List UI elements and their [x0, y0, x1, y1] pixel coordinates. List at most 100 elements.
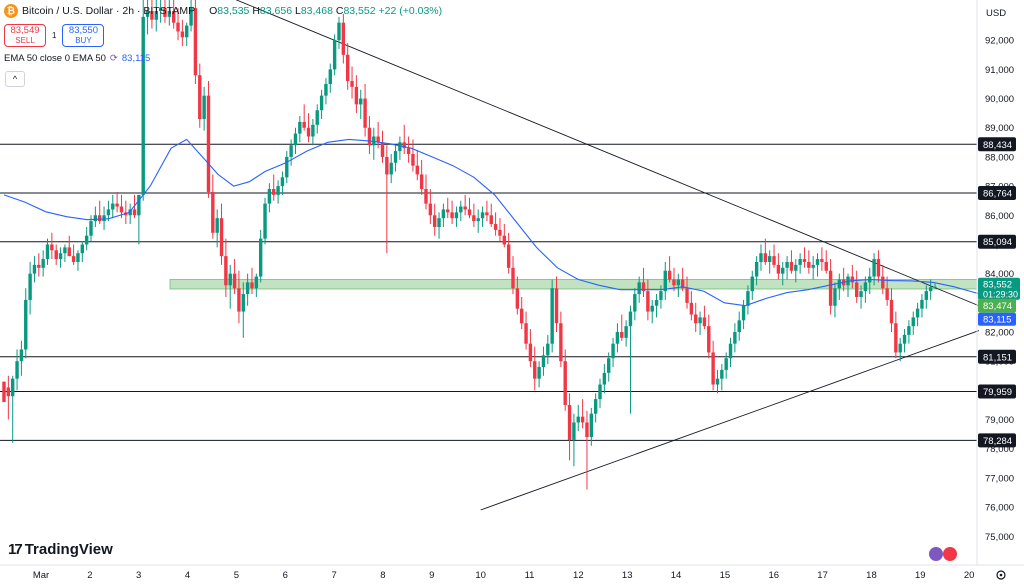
candle [228, 264, 232, 309]
candle [341, 13, 346, 64]
candle-body [102, 215, 106, 222]
candle-body [463, 206, 467, 210]
candle [720, 364, 724, 391]
candle-body [289, 145, 293, 157]
candle-body [698, 317, 702, 324]
candle [802, 247, 807, 268]
candle [454, 206, 459, 227]
current-price-tag[interactable] [978, 277, 1020, 300]
level-price-tag[interactable] [978, 234, 1016, 249]
indicator-legend[interactable]: EMA 50 close 0 EMA 50 ⟳ 83,115 [4, 53, 150, 64]
candle [71, 244, 76, 265]
price-tick-label: 77,000 [985, 473, 1014, 484]
time-tick-label: 19 [915, 570, 926, 581]
candle [794, 259, 798, 283]
candle [289, 139, 293, 166]
indicator-label[interactable]: EMA 50 close 0 EMA 50 [4, 53, 106, 64]
candle-body [311, 124, 315, 137]
ema-price-tag[interactable] [978, 312, 1016, 326]
candle-body [454, 212, 459, 219]
candle-body [63, 247, 67, 254]
candle [689, 291, 694, 321]
candle-body [885, 288, 889, 300]
candle [324, 78, 328, 105]
candle [933, 283, 937, 290]
candle [41, 250, 45, 277]
time-tick-label: 15 [720, 570, 731, 581]
candle [441, 203, 446, 227]
candle [315, 104, 319, 134]
plot-area[interactable] [0, 0, 977, 565]
candle-body [563, 361, 567, 405]
candle [798, 253, 802, 274]
candle [67, 235, 71, 257]
level-price-tag[interactable] [978, 349, 1016, 364]
candle-body [615, 332, 620, 344]
candle [859, 285, 863, 309]
candle-body [350, 81, 354, 87]
candle-body [480, 212, 485, 219]
candle-body [489, 215, 493, 225]
buy-button[interactable]: 83,550 BUY [62, 24, 105, 47]
indicator-settings-icon[interactable]: ⟳ [109, 53, 118, 64]
candle-body [833, 288, 837, 306]
symbol-title[interactable]: Bitcoin / U.S. Dollar · 2h · BITSTAMP [22, 5, 196, 17]
candle-body [224, 256, 228, 286]
candle [833, 282, 837, 318]
collapse-legend-button[interactable]: ^ [5, 71, 25, 87]
candle-body [685, 288, 689, 303]
candle [924, 285, 928, 309]
level-price-tag[interactable] [978, 433, 1016, 448]
trendline-upper[interactable] [232, 0, 980, 307]
candle-body [71, 256, 76, 262]
candle-body [128, 209, 132, 216]
level-price-tag[interactable] [978, 137, 1016, 152]
candle [450, 200, 454, 225]
candle [881, 264, 885, 295]
candle-body [363, 98, 367, 128]
candle-body [546, 343, 550, 356]
candle-body [741, 305, 746, 321]
candle-body [89, 221, 93, 236]
level-price-tag[interactable] [978, 185, 1016, 200]
level-price-text: 85,094 [983, 237, 1012, 248]
candle [580, 399, 585, 429]
candle [389, 154, 393, 184]
sell-button[interactable]: 83,549 SELL [4, 24, 46, 47]
candle-body [889, 299, 894, 324]
candle-body [324, 83, 328, 96]
candle [128, 203, 132, 225]
currency-label[interactable]: USD [986, 8, 1006, 19]
candle-body [559, 323, 563, 362]
candle [685, 276, 689, 309]
trendline-lower[interactable] [480, 330, 980, 511]
level-price-tag[interactable] [978, 384, 1016, 399]
candle-body [728, 343, 733, 359]
candle-body [567, 404, 572, 440]
candle-body [580, 416, 585, 423]
candle [711, 340, 715, 391]
candle-body [293, 133, 298, 146]
settings-gear-icon[interactable] [996, 570, 1006, 580]
candle [111, 194, 115, 219]
candle-body [380, 142, 385, 157]
alert-badge-icon[interactable] [929, 547, 957, 561]
ema50-line[interactable] [3, 138, 1012, 307]
candle [402, 124, 406, 155]
candle [463, 194, 467, 216]
candle [620, 314, 624, 341]
candle-body [285, 156, 289, 178]
candle [902, 329, 907, 353]
candle [759, 244, 763, 271]
candle-body [50, 244, 54, 251]
candle [593, 393, 598, 423]
candle-body [241, 294, 245, 312]
candle-body [398, 142, 402, 152]
candle-body [720, 369, 724, 379]
zone-price-tag[interactable] [978, 298, 1016, 313]
candle-body [376, 136, 380, 143]
candle-body [137, 194, 141, 216]
candle-body [237, 288, 241, 312]
tradingview-logo[interactable]: 17 TradingView [8, 541, 113, 558]
